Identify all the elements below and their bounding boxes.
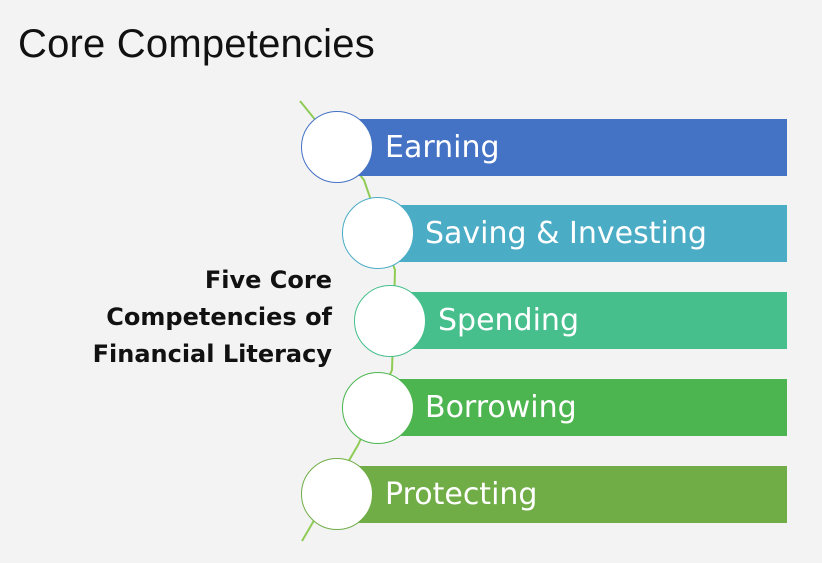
competency-circle-spending — [354, 285, 426, 357]
caption-line-3: Financial Literacy — [92, 340, 332, 368]
competency-label-saving-investing: Saving & Investing — [425, 216, 707, 251]
caption-line-1: Five Core — [204, 266, 332, 294]
caption-line-2: Competencies of — [106, 303, 332, 331]
competency-circle-protecting — [301, 458, 373, 530]
slide-title: Core Competencies — [18, 22, 375, 66]
competency-circle-earning — [301, 111, 373, 183]
competency-label-earning: Earning — [385, 130, 500, 165]
competency-label-borrowing: Borrowing — [425, 390, 577, 425]
competency-bar-borrowing: Borrowing — [378, 379, 787, 436]
competency-label-spending: Spending — [438, 303, 579, 338]
competency-bar-saving-investing: Saving & Investing — [378, 205, 787, 262]
competency-bar-earning: Earning — [338, 119, 787, 176]
diagram-caption: Five Core Competencies of Financial Lite… — [60, 262, 332, 373]
competency-bar-protecting: Protecting — [338, 466, 787, 523]
competency-bar-spending: Spending — [392, 292, 787, 349]
competency-circle-borrowing — [342, 372, 414, 444]
competency-circle-saving-investing — [342, 197, 414, 269]
competency-label-protecting: Protecting — [385, 477, 538, 512]
